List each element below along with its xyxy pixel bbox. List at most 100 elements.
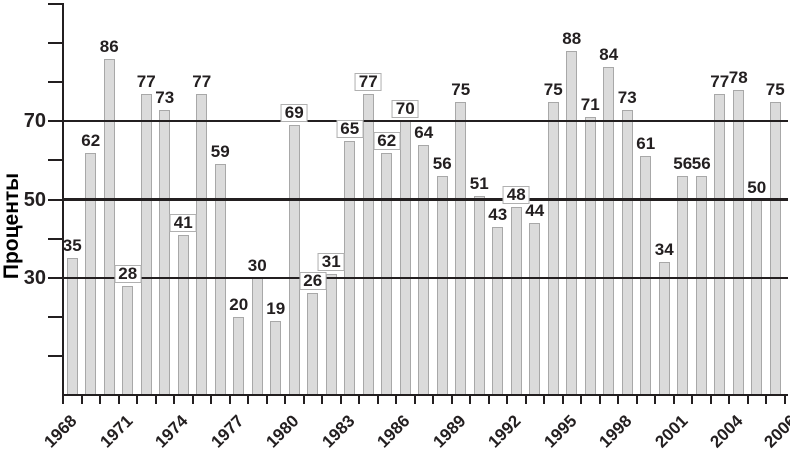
bar-1976 <box>214 164 226 395</box>
y-gridline-50 <box>63 198 788 201</box>
x-axis-tick <box>228 396 231 404</box>
y-axis-tick-20 <box>48 315 63 318</box>
y-gridline-30 <box>63 276 788 279</box>
bar-value-label-1976: 59 <box>210 142 230 162</box>
x-axis-tick <box>339 396 342 404</box>
bar-1978 <box>251 277 263 395</box>
x-axis-tick <box>191 396 194 404</box>
bar-2006 <box>769 101 781 395</box>
bar-value-label-1993: 44 <box>525 200 545 220</box>
y-axis-tick-50 <box>48 198 63 201</box>
x-axis-tick <box>487 396 490 404</box>
bar-value-label-1985: 62 <box>373 131 401 150</box>
x-axis-tick <box>746 396 749 404</box>
y-gridline-70 <box>63 120 788 123</box>
bar-value-label-1973: 73 <box>155 87 175 107</box>
bar-value-label-1986: 70 <box>391 100 419 119</box>
bar-2001 <box>677 176 689 395</box>
y-axis-tick-60 <box>48 159 63 162</box>
bar-value-label-1995: 88 <box>562 28 582 48</box>
bar-value-label-2000: 34 <box>654 240 674 260</box>
x-axis-tick <box>432 396 434 404</box>
bar-value-label-1980: 69 <box>280 104 308 123</box>
bar-value-label-2005: 50 <box>747 177 767 197</box>
bar-1983 <box>344 140 356 395</box>
bar-value-label-1991: 43 <box>488 204 508 224</box>
bar-1988 <box>436 176 448 395</box>
x-axis-tick <box>376 396 379 404</box>
bar-1987 <box>418 144 430 395</box>
x-axis-tick <box>136 396 138 404</box>
x-axis-tick <box>728 396 730 404</box>
bar-1970 <box>103 58 115 395</box>
x-axis-tick <box>543 396 545 404</box>
x-tick-label-1989: 1989 <box>429 411 470 452</box>
y-axis-tick-10 <box>48 354 63 357</box>
y-axis-tick-30 <box>48 276 63 279</box>
bar-1971 <box>122 285 134 395</box>
x-axis-tick <box>62 396 64 404</box>
bar-1980 <box>288 125 300 395</box>
bar-value-label-2004: 78 <box>728 68 748 88</box>
bar-1973 <box>159 109 171 395</box>
x-axis-tick <box>598 396 601 404</box>
bar-value-label-1988: 56 <box>432 154 452 174</box>
bar-value-label-1971: 28 <box>114 264 142 283</box>
x-axis-tick <box>302 396 305 404</box>
bar-value-label-1989: 75 <box>451 79 471 99</box>
x-axis-tick <box>413 396 416 404</box>
bar-value-label-1994: 75 <box>543 79 563 99</box>
bar-1985 <box>381 152 393 395</box>
bar-1990 <box>473 195 485 395</box>
y-axis-tick-80 <box>48 81 63 84</box>
bar-value-label-1996: 71 <box>580 95 600 115</box>
x-tick-label-1998: 1998 <box>595 411 636 452</box>
x-axis-tick <box>506 396 508 404</box>
bar-value-label-1984: 77 <box>354 72 382 91</box>
bar-1984 <box>362 93 374 395</box>
y-axis-tick-100 <box>48 3 63 5</box>
bar-2003 <box>714 93 726 395</box>
bar-value-label-1978: 30 <box>247 255 267 275</box>
bar-1998 <box>621 109 633 395</box>
x-axis-tick <box>154 396 157 404</box>
x-axis-tick <box>173 396 175 404</box>
x-axis-tick <box>561 396 564 404</box>
x-axis-line <box>62 394 788 396</box>
bar-2005 <box>751 199 763 395</box>
bar-1975 <box>196 93 208 395</box>
bar-value-label-1970: 86 <box>99 36 119 56</box>
x-tick-label-2004: 2004 <box>706 411 747 452</box>
x-axis-tick <box>99 396 101 404</box>
bar-1977 <box>233 316 245 395</box>
bar-1968 <box>66 258 78 395</box>
x-axis-tick <box>580 396 582 404</box>
bar-value-label-2003: 77 <box>710 71 730 91</box>
x-axis-tick <box>247 396 249 404</box>
bar-value-label-1979: 19 <box>266 298 286 318</box>
bar-1969 <box>85 152 97 395</box>
x-axis-tick <box>321 396 323 404</box>
x-axis-tick <box>469 396 471 404</box>
x-axis-tick <box>210 396 212 404</box>
x-axis-tick <box>265 396 268 404</box>
y-tick-label-70: 70 <box>23 110 46 133</box>
x-axis-tick <box>709 396 712 404</box>
bar-2000 <box>658 262 670 395</box>
x-axis-tick <box>395 396 397 404</box>
x-tick-label-1992: 1992 <box>484 411 525 452</box>
x-tick-label-1980: 1980 <box>262 411 303 452</box>
x-axis-tick <box>765 396 767 404</box>
bar-1996 <box>584 117 596 395</box>
bar-1995 <box>566 50 578 395</box>
bar-1999 <box>640 156 652 395</box>
bar-1992 <box>510 207 522 395</box>
x-tick-label-1986: 1986 <box>373 411 414 452</box>
bar-value-label-1977: 20 <box>229 294 249 314</box>
bar-1991 <box>492 226 504 395</box>
y-tick-label-30: 30 <box>23 266 46 289</box>
bar-value-label-1999: 61 <box>636 134 656 154</box>
bar-value-label-1998: 73 <box>617 87 637 107</box>
x-axis-tick <box>284 396 286 404</box>
